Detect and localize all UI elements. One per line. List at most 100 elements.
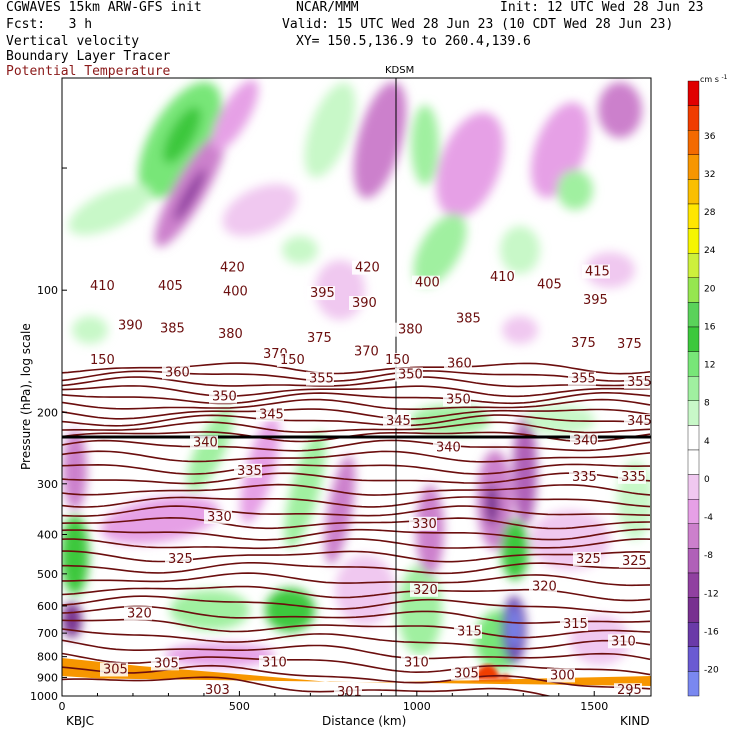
colorbar-label: 32 [704, 170, 715, 180]
w-purple-band [222, 183, 298, 237]
colorbar-cell [687, 597, 700, 623]
theta-label-bg [547, 668, 575, 683]
theta-label-bg [349, 295, 377, 310]
theta-label: 340 [436, 441, 461, 456]
theta-label: 330 [412, 517, 437, 532]
theta-contour [62, 618, 651, 639]
theta-label-bg [410, 582, 438, 597]
w-green-cell [501, 520, 529, 580]
theta-label: 385 [456, 311, 481, 326]
colorbar-unit: cm s -1 [700, 74, 728, 84]
midpoint-station-label: KDSM [385, 65, 414, 76]
w-purple-band [353, 81, 407, 199]
y-tick-label: 100 [37, 284, 58, 297]
theta-contour [62, 483, 651, 496]
w-green-core [162, 106, 202, 164]
theta-label-bg [190, 435, 218, 450]
theta-label-bg [433, 440, 461, 455]
theta-contour [62, 385, 651, 398]
theta-label: 305 [154, 656, 179, 671]
theta-label: 350 [398, 367, 423, 382]
theta-label-bg [454, 624, 482, 639]
colorbar-cells [687, 80, 700, 697]
model-title: CGWAVES 15km ARW-GFS init [6, 0, 202, 15]
x-tick-label: 1000 [403, 700, 431, 713]
colorbar-cell [687, 154, 700, 180]
theta-label-bg [215, 326, 243, 341]
colorbar-label: 4 [704, 437, 710, 447]
colorbar-cell [687, 572, 700, 598]
colorbar-cell [687, 351, 700, 377]
right-station-label: KIND [620, 714, 650, 728]
boundary-layer-tracer [62, 658, 651, 686]
theta-label-bg [204, 509, 232, 524]
colorbar-label: -4 [704, 513, 713, 523]
theta-label: 310 [611, 634, 636, 649]
cross-section-endpoints: XY= 150.5,136.9 to 260.4,139.6 [296, 34, 531, 49]
theta-contour [62, 516, 651, 530]
theta-label: 345 [627, 414, 652, 429]
theta-label-bg [395, 322, 423, 337]
colorbar-cell [687, 302, 700, 328]
theta-contour [62, 496, 651, 508]
theta-label: 345 [259, 407, 284, 422]
theta-label-bg [217, 260, 245, 275]
theta-label: 380 [218, 327, 243, 342]
theta-contour [62, 439, 651, 452]
w-purple-band [513, 415, 537, 525]
theta-label: 360 [447, 356, 472, 371]
theta-label: 320 [127, 606, 152, 621]
plot-area: 420 420 415 410 405 400 395 390 400 410 405 395 390 3… [61, 77, 652, 700]
theta-label-bg [151, 656, 179, 671]
theta-label-bg [155, 279, 183, 294]
theta-contour [62, 421, 651, 434]
theta-label-bg [560, 617, 588, 632]
theta-label: 301 [337, 685, 362, 700]
colorbar-label: 16 [704, 323, 716, 333]
theta-label: 310 [262, 655, 287, 670]
theta-label-bg [624, 414, 651, 429]
colorbar-label: 36 [704, 132, 716, 142]
theta-label: 380 [398, 323, 423, 338]
x-tick-label: 0 [59, 700, 66, 713]
x-tick-label: 1500 [580, 700, 608, 713]
theta-label-bg [395, 367, 423, 382]
theta-label-bg [582, 264, 610, 279]
colorbar-cell [687, 129, 700, 155]
theta-contour [62, 605, 651, 624]
colorbar-cell [687, 105, 700, 131]
w-purple-band [502, 316, 538, 344]
theta-label: 303 [205, 683, 230, 698]
theta-label: 305 [103, 662, 128, 677]
theta-label-bg [234, 463, 262, 478]
colorbar-label: 24 [704, 246, 716, 256]
w-green-band [411, 105, 439, 185]
colorbar-cell [687, 523, 700, 549]
colorbar-labels: 36 32 28 24 20 16 12 8 4 0 -4 -8 -12 -16 -20 [704, 132, 719, 676]
theta-label-bg [157, 321, 185, 336]
theta-label-bg [444, 356, 472, 371]
theta-label: 355 [627, 375, 652, 390]
theta-label-bg [277, 352, 305, 367]
y-axis-title: Pressure (hPa), log scale [19, 323, 33, 470]
theta-label: 340 [573, 433, 598, 448]
theta-label: 320 [532, 580, 557, 595]
x-tick-label: 500 [229, 700, 250, 713]
w-green-band [187, 408, 233, 492]
colorbar-cell [687, 376, 700, 402]
theta-label: 420 [220, 261, 245, 276]
theta-label-bg [570, 433, 598, 448]
init-time: Init: 12 UTC Wed 28 Jun 23 [500, 0, 704, 15]
w-purple-core [485, 485, 499, 525]
theta-label-bg [409, 516, 437, 531]
colorbar-cell [687, 671, 700, 697]
w-green-band [68, 184, 152, 236]
org-label: NCAR/MMM [296, 0, 359, 15]
theta-label-bg [165, 551, 193, 566]
y-tick-label: 400 [37, 529, 58, 542]
theta-label-bg [608, 634, 636, 649]
theta-contour [62, 414, 651, 427]
theta-label-bg [443, 392, 471, 407]
theta-label-bg [614, 337, 642, 352]
w-purple-band [63, 430, 87, 510]
